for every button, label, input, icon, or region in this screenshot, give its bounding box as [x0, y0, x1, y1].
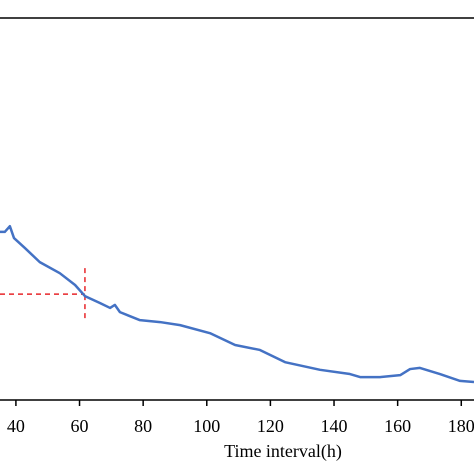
x-tick-label: 180: [448, 416, 474, 436]
x-axis-label: Time interval(h): [224, 441, 342, 462]
line-series: [0, 224, 474, 384]
x-tick-label: 100: [193, 416, 220, 436]
x-tick-label: 160: [384, 416, 411, 436]
x-tick-label: 80: [134, 416, 152, 436]
x-tick-label: 40: [7, 416, 25, 436]
x-tick-label: 140: [321, 416, 348, 436]
x-tick-label: 60: [71, 416, 89, 436]
x-tick-label: 120: [257, 416, 284, 436]
